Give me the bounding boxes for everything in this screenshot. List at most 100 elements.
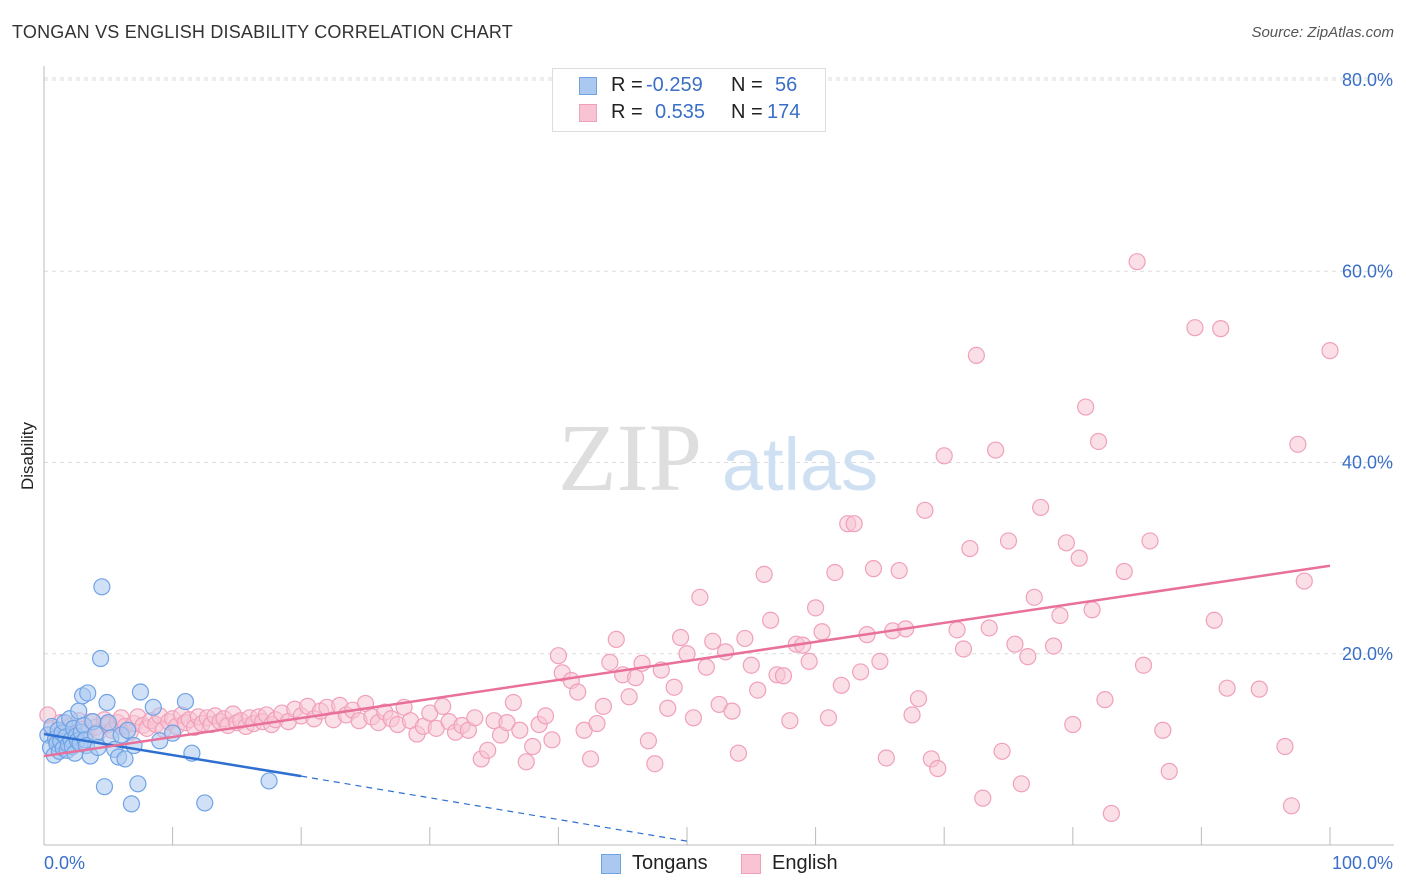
english-point [999,532,1018,550]
english-point [620,688,638,706]
tongan-point [93,578,111,596]
chart-source: Source: ZipAtlas.com [1251,24,1394,41]
tongan-point [125,736,143,755]
tongan-point [129,775,147,793]
tongans-trend-line [43,732,302,778]
y-tick-label: 60.0% [1342,261,1393,281]
english-point [916,501,934,519]
x-tick-label-left: 0.0% [44,853,85,873]
watermark: ZIP atlas [558,404,878,511]
english-point [1282,797,1301,815]
english-point [948,621,966,639]
english-point [691,588,709,606]
english-point [729,744,748,762]
english-point [1186,319,1204,337]
tongans-swatch [579,77,597,95]
english-point [504,693,522,712]
english-point [479,741,497,759]
english-point [434,697,452,715]
english-point [819,709,838,727]
english-point [1295,572,1313,590]
legend-row-tongans: R = -0.259 N = 56 [553,73,825,99]
tongans-swatch [601,854,621,874]
english-point [1019,648,1037,666]
english-point [1154,721,1172,739]
english-point [569,683,587,701]
english-point [774,667,793,685]
english-points [39,253,1339,823]
english-point [1057,534,1075,552]
gridlines [44,77,1394,655]
english-point [1289,435,1307,453]
n-label: N = [731,101,763,123]
tongan-point [122,795,141,813]
english-point [864,560,883,578]
english-point [1218,679,1236,697]
r-label: R = [611,74,643,96]
legend-english-label: English [772,852,838,874]
english-point [980,619,998,637]
english-point [755,565,773,583]
english-point [466,709,484,727]
r-value: 0.535 [655,101,706,123]
english-point [1032,498,1050,517]
english-point [665,678,683,696]
y-tick-label: 80.0% [1342,70,1393,90]
legend-tongans-label: Tongans [632,852,708,874]
english-point [1205,611,1223,629]
axes [43,66,1394,846]
english-point [1044,637,1063,655]
english-point [1134,656,1153,674]
english-point [1212,320,1230,338]
legend-row-english: R = 0.535 N = 174 [553,100,825,126]
english-point [1070,549,1088,567]
english-point [871,652,889,671]
english-point [607,630,625,649]
y-tick-label: 20.0% [1342,644,1393,664]
english-point [646,755,664,773]
y-axis-title: Disability [18,421,37,490]
tongan-point [79,684,97,702]
watermark-atlas: atlas [722,423,878,506]
y-tick-label: 40.0% [1342,453,1393,473]
english-point [1096,691,1114,709]
english-point [845,515,863,533]
english-point [581,750,600,768]
english-point [877,749,895,767]
english-point [852,663,870,681]
english-point [987,441,1005,459]
english-point [903,706,921,724]
tongan-point [98,693,116,712]
english-point [742,656,760,674]
english-point [639,732,658,750]
english-point [716,643,735,661]
english-point [704,632,722,650]
english-point [684,709,703,727]
english-point [659,699,677,717]
english-point [1115,562,1133,581]
english-point [1025,588,1043,606]
n-label: N = [731,74,763,96]
english-point [954,640,973,658]
english-point [1077,398,1095,416]
n-value: 56 [775,74,798,96]
english-point [524,737,542,756]
r-value: -0.259 [646,74,703,96]
english-point [749,681,767,699]
english-point [1141,532,1159,550]
english-point [929,759,947,778]
english-point [697,658,715,676]
tick-labels: 20.0% 40.0% 60.0% 80.0% 0.0% 100.0% [44,70,1393,873]
english-trend-line [43,564,1331,758]
english-point [967,346,985,364]
watermark-zip: ZIP [558,404,702,511]
english-point [626,669,645,687]
tongan-point [176,692,195,711]
tongan-point [118,721,137,739]
tongan-point [70,702,88,720]
english-point [890,561,908,580]
english-point [1083,601,1101,619]
english-point [1128,253,1146,271]
english-point [909,690,928,708]
english-point [1012,775,1030,793]
